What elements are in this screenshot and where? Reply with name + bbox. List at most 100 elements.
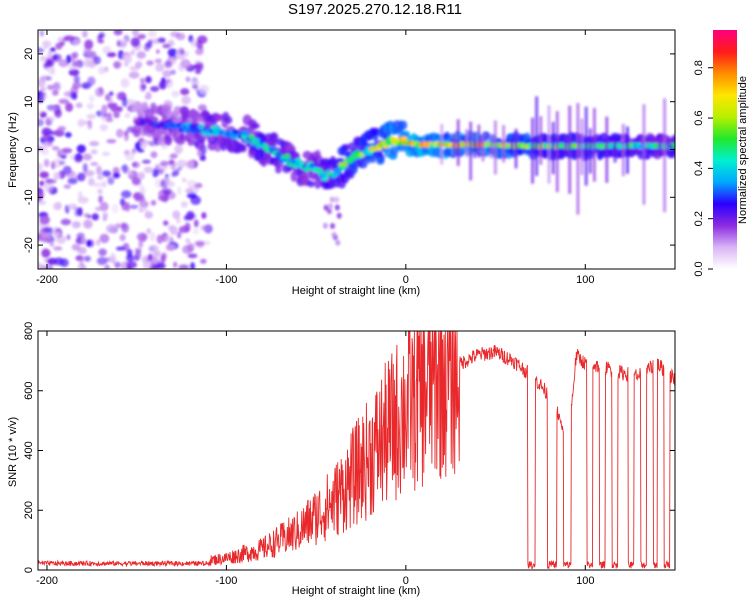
noise-speckle [40, 86, 46, 92]
noise-speckle [57, 126, 66, 132]
noise-speckle [133, 254, 139, 262]
noise-speckle [39, 30, 45, 37]
ridge-halo [142, 103, 149, 111]
noise-speckle [38, 200, 47, 206]
noise-speckle [169, 225, 178, 235]
noise-speckle [140, 141, 148, 149]
noise-speckle [177, 166, 183, 171]
noise-speckle [146, 60, 154, 66]
noise-speckle [81, 30, 88, 38]
noise-speckle [47, 257, 58, 266]
noise-speckle [154, 58, 163, 64]
noise-speckle [79, 257, 84, 267]
noise-speckle [174, 144, 184, 155]
noise-speckle [190, 262, 196, 269]
ridge-halo [376, 156, 385, 165]
ridge-tail [336, 212, 342, 219]
noise-speckle [176, 217, 181, 224]
noise-speckle [180, 58, 191, 69]
noise-speckle [145, 76, 152, 84]
noise-speckle [147, 39, 153, 45]
ridge-tail [334, 204, 340, 211]
noise-speckle [77, 246, 87, 255]
noise-speckle [119, 234, 126, 242]
noise-speckle [100, 111, 106, 122]
noise-speckle [130, 49, 135, 56]
spectrogram-y-tick-label: 10 [23, 96, 35, 108]
spectral-streak [667, 138, 671, 153]
snr-y-tick-label: 600 [23, 382, 35, 400]
noise-speckle [145, 91, 152, 100]
spectral-streak [584, 106, 588, 186]
noise-speckle [106, 52, 117, 58]
noise-speckle [162, 43, 171, 49]
noise-speckle [98, 32, 105, 39]
spectral-streak [440, 123, 444, 165]
noise-speckle [120, 78, 130, 88]
noise-speckle [96, 165, 102, 176]
noise-speckle [135, 61, 143, 69]
noise-speckle [147, 30, 157, 38]
noise-speckle [96, 175, 104, 180]
noise-speckle [179, 88, 190, 96]
noise-speckle [141, 159, 151, 164]
ridge-halo [275, 166, 282, 174]
noise-speckle [162, 69, 172, 78]
noise-speckle [156, 234, 164, 244]
snr-y-tick-label: 200 [23, 501, 35, 519]
noise-speckle [63, 35, 75, 41]
noise-speckle [92, 182, 103, 187]
noise-speckle [89, 95, 95, 103]
noise-speckle [122, 164, 129, 174]
noise-speckle [186, 179, 197, 188]
ridge-halo [240, 144, 247, 153]
spectral-streak [588, 128, 592, 174]
noise-speckle [82, 153, 93, 161]
noise-speckle [97, 39, 105, 44]
noise-speckle [177, 47, 185, 55]
noise-speckle [124, 131, 129, 142]
noise-speckle [52, 89, 59, 96]
spectrogram-y-tick-label: -20 [23, 237, 35, 253]
noise-speckle [39, 264, 47, 269]
ridge-core [198, 124, 205, 130]
ridge-halo [179, 132, 186, 141]
ridge-core [248, 134, 255, 140]
noise-speckle [161, 187, 173, 195]
noise-speckle [86, 113, 96, 120]
noise-speckle [162, 79, 171, 84]
noise-speckle [52, 82, 60, 90]
noise-speckle [40, 75, 50, 82]
spectral-streak [663, 98, 667, 213]
spectral-streak [473, 131, 477, 158]
noise-speckle [159, 160, 170, 167]
noise-speckle [82, 162, 88, 173]
noise-speckle [151, 257, 160, 264]
noise-speckle [118, 38, 128, 49]
spectral-streak [464, 129, 468, 157]
noise-speckle [193, 182, 203, 189]
spectral-streak [592, 107, 596, 182]
ridge-halo [358, 160, 368, 169]
snr-y-axis: 0 200 400 600 800 [23, 322, 675, 573]
spectrogram-x-tick-label: -100 [215, 274, 237, 286]
noise-speckle [99, 233, 110, 244]
noise-speckle [51, 54, 59, 60]
noise-speckle [139, 77, 145, 83]
noise-speckle [127, 171, 133, 177]
ridge-halo [314, 178, 322, 189]
noise-speckle [104, 93, 111, 102]
spectral-streak [452, 134, 456, 157]
noise-speckle [77, 119, 85, 127]
noise-speckle [53, 246, 63, 251]
noise-speckle [47, 84, 55, 90]
ridge-core [321, 175, 329, 181]
noise-speckle [170, 172, 177, 177]
noise-speckle [132, 30, 139, 37]
noise-speckle [124, 112, 131, 118]
spectral-streak [514, 128, 518, 169]
noise-speckle [95, 239, 101, 246]
noise-speckle [150, 200, 157, 206]
noise-speckle [105, 117, 114, 123]
